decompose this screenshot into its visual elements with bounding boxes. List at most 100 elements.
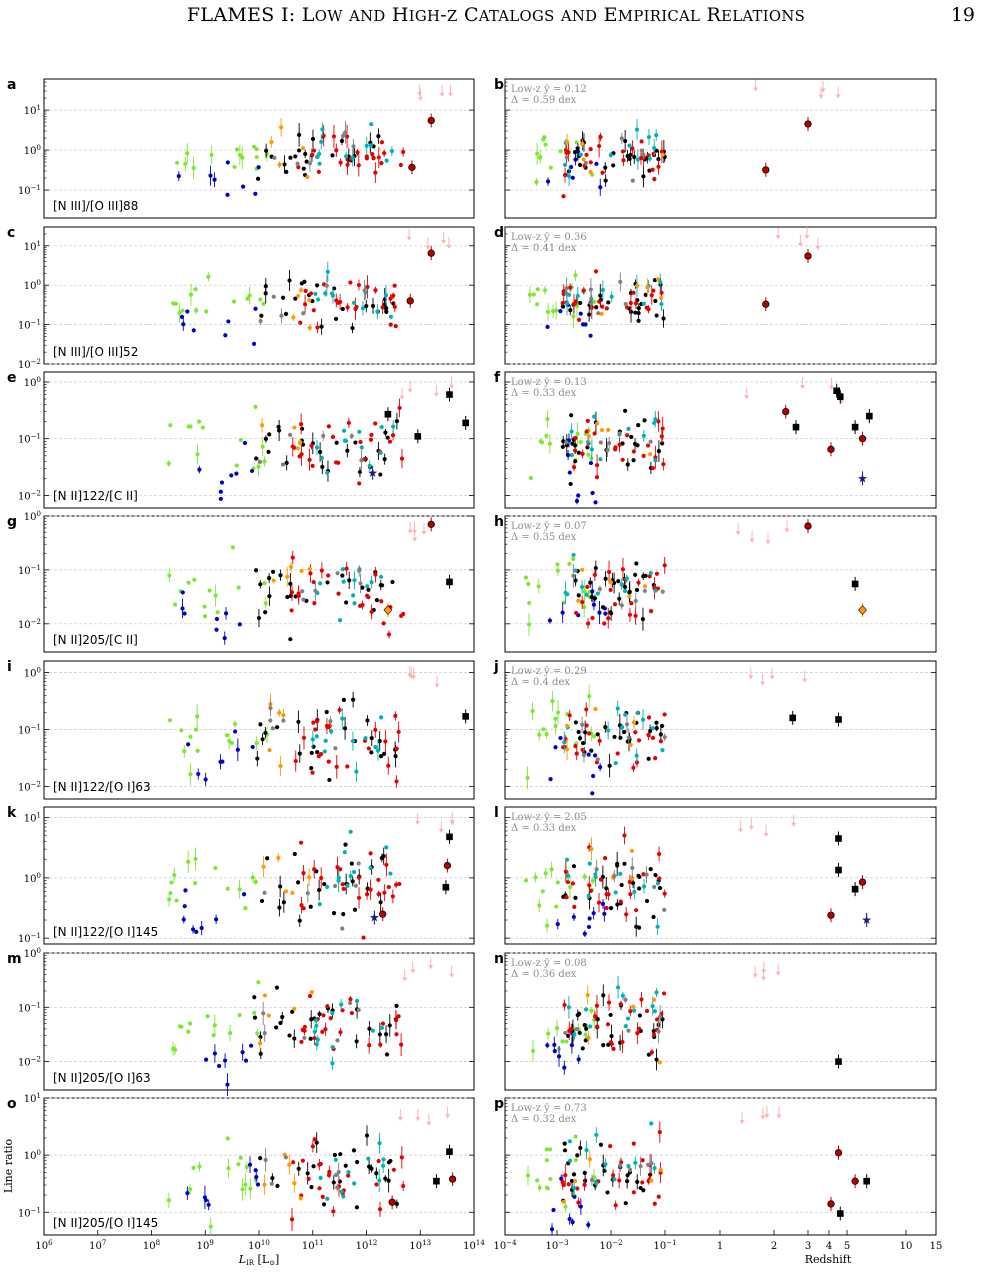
data-point xyxy=(654,726,659,731)
data-point xyxy=(545,179,551,184)
data-point xyxy=(643,573,648,578)
data-point xyxy=(597,143,602,149)
data-point xyxy=(388,314,394,319)
panel-a: 10−1 100 101 a [N III]/[O III]88 xyxy=(7,77,475,219)
data-point xyxy=(546,1031,551,1036)
line-ratio-label: [N II]205/[O I]145 xyxy=(53,1216,158,1230)
data-point xyxy=(594,161,599,166)
data-point xyxy=(323,738,328,743)
data-points xyxy=(523,519,867,636)
data-point xyxy=(258,582,263,587)
data-point xyxy=(622,588,628,594)
data-point xyxy=(354,1039,359,1044)
data-point xyxy=(598,877,604,882)
data-point xyxy=(256,165,261,170)
data-point xyxy=(325,470,330,475)
data-point xyxy=(662,907,667,913)
data-point xyxy=(362,457,367,462)
data-point xyxy=(195,748,200,753)
data-point xyxy=(653,458,658,463)
data-point xyxy=(657,885,663,891)
data-point xyxy=(587,1157,592,1162)
data-point xyxy=(252,1015,258,1020)
data-point xyxy=(236,1162,241,1167)
data-point xyxy=(636,310,641,316)
data-point xyxy=(182,749,187,754)
data-point xyxy=(290,555,295,560)
data-point xyxy=(258,318,263,324)
panel-letter: j xyxy=(493,659,499,675)
data-point xyxy=(237,1012,242,1018)
data-point xyxy=(313,291,318,297)
data-point xyxy=(545,923,550,928)
data-point xyxy=(262,1031,267,1036)
data-point xyxy=(573,1178,578,1184)
data-point xyxy=(336,875,341,881)
data-point xyxy=(549,1227,555,1232)
data-point xyxy=(261,1011,266,1016)
data-point xyxy=(233,729,238,734)
y-tick-label: 100 xyxy=(24,1149,41,1162)
data-point xyxy=(278,1020,283,1026)
y-tick-label: 101 xyxy=(24,240,41,253)
data-point xyxy=(581,752,587,758)
x-axis-title: LIR [L⊙] xyxy=(238,1253,280,1267)
highz-circle xyxy=(762,166,770,174)
data-point xyxy=(344,134,350,139)
data-point xyxy=(256,615,262,621)
data-point xyxy=(616,579,621,584)
data-point xyxy=(598,185,603,190)
data-point xyxy=(648,867,653,872)
panel-i: 10−2 10−1 100 i [N II]122/[O I]63 xyxy=(7,659,475,800)
data-point xyxy=(283,889,289,894)
data-point xyxy=(390,433,396,438)
data-point xyxy=(645,443,651,448)
data-point xyxy=(618,871,623,876)
data-point xyxy=(567,1028,572,1033)
data-point xyxy=(625,153,630,159)
data-point xyxy=(573,895,578,901)
highz-square xyxy=(462,419,469,427)
y-tick-label: 100 xyxy=(24,144,41,157)
data-point xyxy=(330,1010,335,1016)
data-point xyxy=(644,898,650,904)
data-point xyxy=(262,890,267,895)
data-point xyxy=(568,1158,573,1163)
data-point xyxy=(325,269,330,274)
data-point xyxy=(656,851,662,857)
data-points xyxy=(167,517,453,645)
data-point xyxy=(575,431,580,437)
data-point xyxy=(394,746,399,751)
data-point xyxy=(381,621,386,626)
upper-limit-arrow xyxy=(407,388,413,393)
panel-letter: m xyxy=(7,951,22,967)
data-point xyxy=(571,556,576,561)
data-point xyxy=(379,161,384,166)
highz-star: ★ xyxy=(861,913,872,927)
data-point xyxy=(608,152,613,158)
data-point xyxy=(276,855,281,860)
data-point xyxy=(582,589,587,594)
highz-square xyxy=(789,714,797,722)
data-point xyxy=(388,1158,393,1164)
data-point xyxy=(390,579,395,585)
data-point xyxy=(180,308,185,313)
data-point xyxy=(377,1178,382,1183)
x-tick-label: 1013 xyxy=(409,1239,431,1252)
data-point xyxy=(650,726,655,731)
data-point xyxy=(626,735,631,740)
data-point xyxy=(583,730,588,735)
data-point xyxy=(593,269,599,274)
data-point xyxy=(647,574,652,579)
data-point xyxy=(394,1003,399,1008)
data-point xyxy=(528,475,533,481)
data-point xyxy=(600,304,605,309)
data-points xyxy=(167,665,469,788)
data-point xyxy=(307,566,312,572)
highz-circle xyxy=(427,520,435,529)
data-point xyxy=(570,881,575,886)
data-point xyxy=(298,288,304,293)
data-point xyxy=(336,1169,341,1175)
highz-circle xyxy=(804,252,812,260)
data-point xyxy=(644,1008,650,1014)
